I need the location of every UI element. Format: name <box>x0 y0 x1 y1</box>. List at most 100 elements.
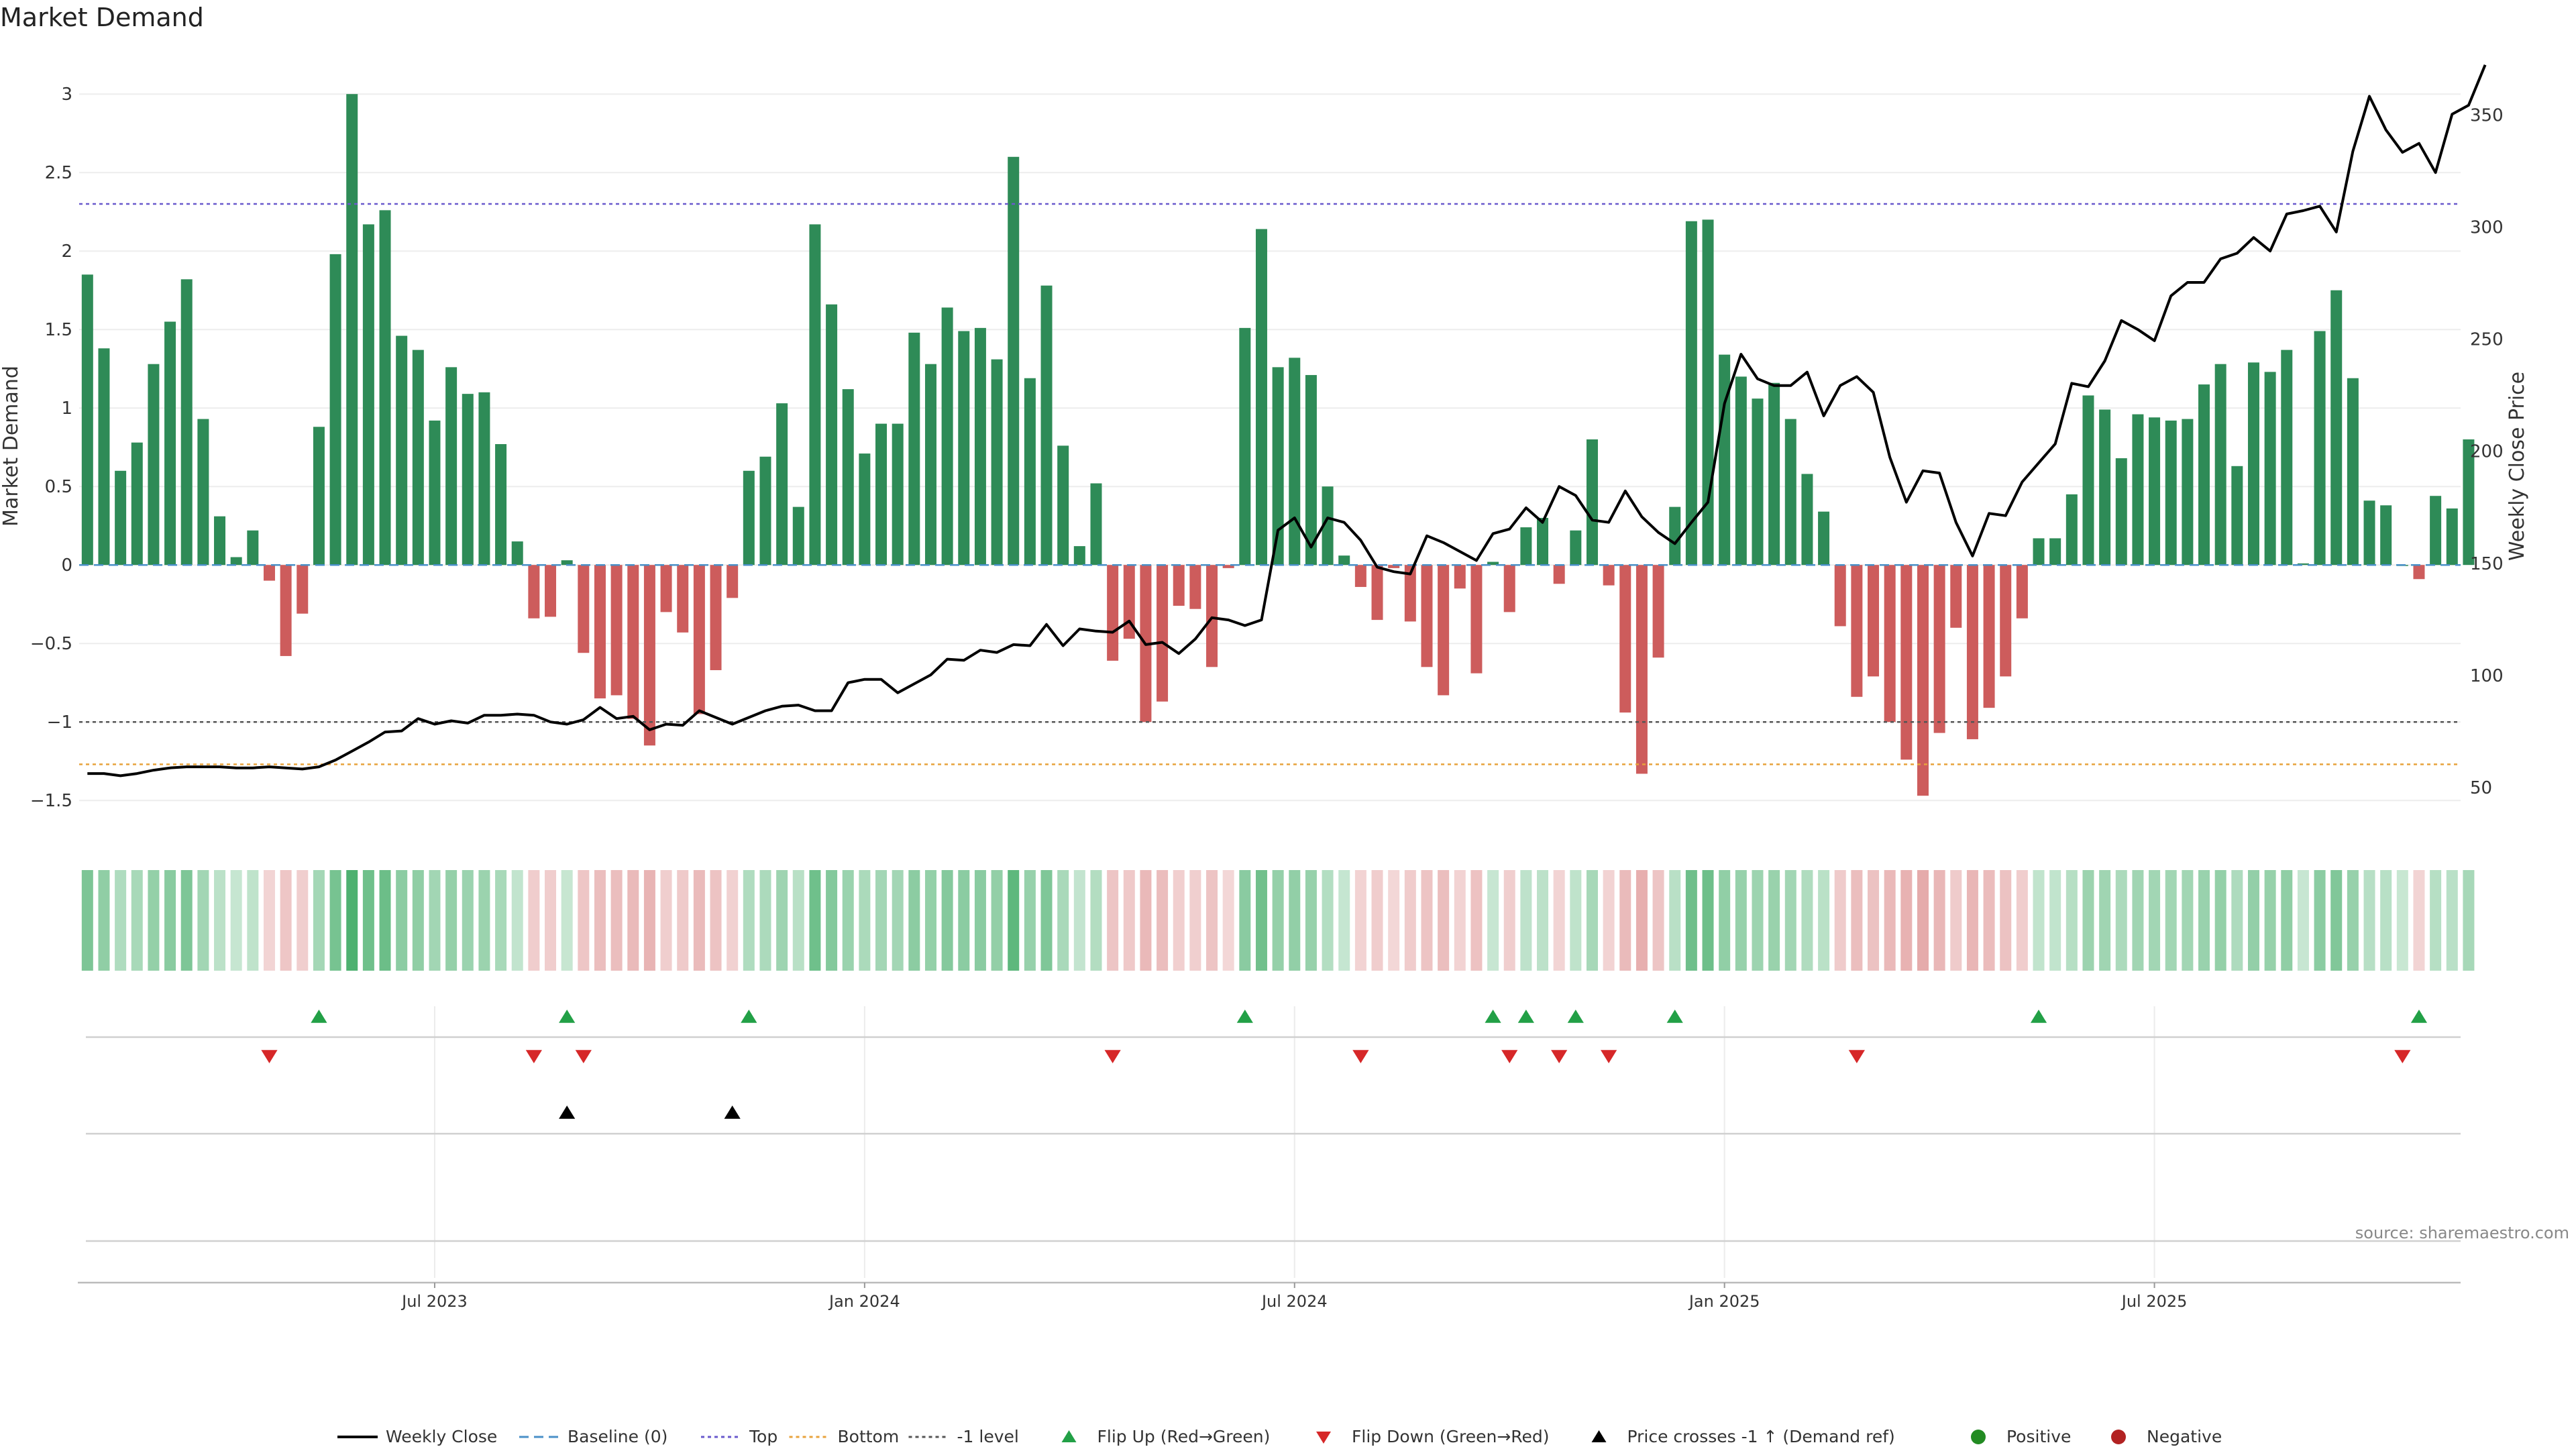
demand-bar <box>1719 354 1731 566</box>
heat-cell <box>1239 870 1251 971</box>
demand-bar <box>1305 375 1317 566</box>
heat-cell <box>445 870 458 971</box>
heat-cell <box>297 870 309 971</box>
demand-bar <box>1818 511 1830 566</box>
demand-bar <box>2033 538 2045 566</box>
demand-bar <box>197 419 209 566</box>
demand-bar <box>1586 439 1598 566</box>
heat-cell <box>826 870 838 971</box>
heat-cell <box>958 870 970 971</box>
demand-bar <box>1173 565 1185 606</box>
right-tick-label: 100 <box>2470 666 2504 686</box>
demand-bar <box>2149 417 2161 566</box>
demand-bar <box>396 335 408 566</box>
demand-bar <box>1454 565 1466 589</box>
legend-swatch-triangle-down <box>1316 1432 1331 1444</box>
heat-cell <box>1338 870 1350 971</box>
demand-bar <box>1388 565 1400 568</box>
heat-cell <box>727 870 739 971</box>
heat-cell <box>1652 870 1664 971</box>
demand-bar <box>826 304 838 566</box>
demand-bar <box>710 565 722 670</box>
demand-bar <box>511 541 523 566</box>
flip-up-marker <box>741 1010 757 1023</box>
demand-bar <box>2214 364 2226 566</box>
left-tick-label: −1 <box>47 712 72 733</box>
heat-cell <box>2264 870 2276 971</box>
heat-cell <box>660 870 672 971</box>
heat-cell <box>429 870 441 971</box>
legend-swatch-circle <box>1971 1430 1986 1444</box>
heat-cell <box>693 870 705 971</box>
legend-label: -1 level <box>957 1427 1019 1446</box>
demand-bar <box>148 364 160 566</box>
demand-bar <box>495 444 507 566</box>
heat-cell <box>2165 870 2177 971</box>
flip-down-marker <box>1501 1050 1518 1063</box>
heat-cell <box>809 870 821 971</box>
heat-cell <box>1702 870 1714 971</box>
x-tick-label: Jul 2023 <box>400 1292 468 1311</box>
demand-bar <box>2231 466 2243 566</box>
heat-cell <box>2380 870 2392 971</box>
demand-bar <box>1933 565 1945 733</box>
heat-cell <box>1933 870 1945 971</box>
demand-bar <box>1272 367 1284 566</box>
heat-cell <box>792 870 804 971</box>
demand-bar <box>1752 398 1764 566</box>
x-tick-label: Jul 2025 <box>2121 1292 2188 1311</box>
heat-cell <box>1537 870 1549 971</box>
demand-bar <box>1768 382 1780 566</box>
heat-cell <box>842 870 854 971</box>
demand-bar <box>974 327 986 566</box>
demand-bar <box>528 565 540 619</box>
demand-bar <box>297 565 309 614</box>
demand-bar <box>2446 508 2458 566</box>
left-tick-label: 3 <box>61 85 72 105</box>
demand-bar <box>1322 486 1334 566</box>
heat-cell <box>1073 870 1085 971</box>
demand-bar <box>1354 565 1366 587</box>
right-axis-label: Weekly Close Price <box>2506 372 2529 561</box>
heat-cell <box>892 870 904 971</box>
heat-cell <box>1222 870 1234 971</box>
heat-cell <box>495 870 507 971</box>
heat-cell <box>1917 870 1929 971</box>
heat-cell <box>1818 870 1830 971</box>
heat-cell <box>1619 870 1631 971</box>
demand-bar <box>610 565 623 696</box>
heat-cell <box>2049 870 2061 971</box>
demand-bar <box>2247 362 2259 566</box>
demand-bar <box>362 224 374 566</box>
flip-down-marker <box>1601 1050 1617 1063</box>
heat-cell <box>1851 870 1863 971</box>
demand-bar <box>677 565 689 633</box>
heat-cell <box>2231 870 2243 971</box>
demand-bar <box>2016 565 2028 619</box>
weekly-close-line <box>87 64 2487 777</box>
demand-bar <box>2463 439 2475 566</box>
demand-bar <box>1008 156 1020 566</box>
demand-bar <box>445 367 458 566</box>
demand-bar <box>1685 221 1697 566</box>
heat-cell <box>677 870 689 971</box>
heat-cell <box>1454 870 1466 971</box>
heat-cell <box>1719 870 1731 971</box>
heat-cell <box>924 870 936 971</box>
heat-cell <box>1438 870 1450 971</box>
heat-cell <box>1586 870 1598 971</box>
right-tick-label: 300 <box>2470 217 2504 237</box>
heat-cell <box>941 870 953 971</box>
heat-cell <box>545 870 557 971</box>
demand-bar <box>1239 327 1251 566</box>
legend-swatch-circle <box>2111 1430 2126 1444</box>
demand-bar <box>1189 565 1201 609</box>
demand-bar <box>1553 565 1565 584</box>
heat-cell <box>81 870 93 971</box>
demand-bar <box>81 274 93 566</box>
demand-bar <box>2297 563 2309 566</box>
demand-bar <box>776 403 788 566</box>
heat-cell <box>148 870 160 971</box>
heat-cell <box>462 870 474 971</box>
heat-cell <box>1206 870 1218 971</box>
